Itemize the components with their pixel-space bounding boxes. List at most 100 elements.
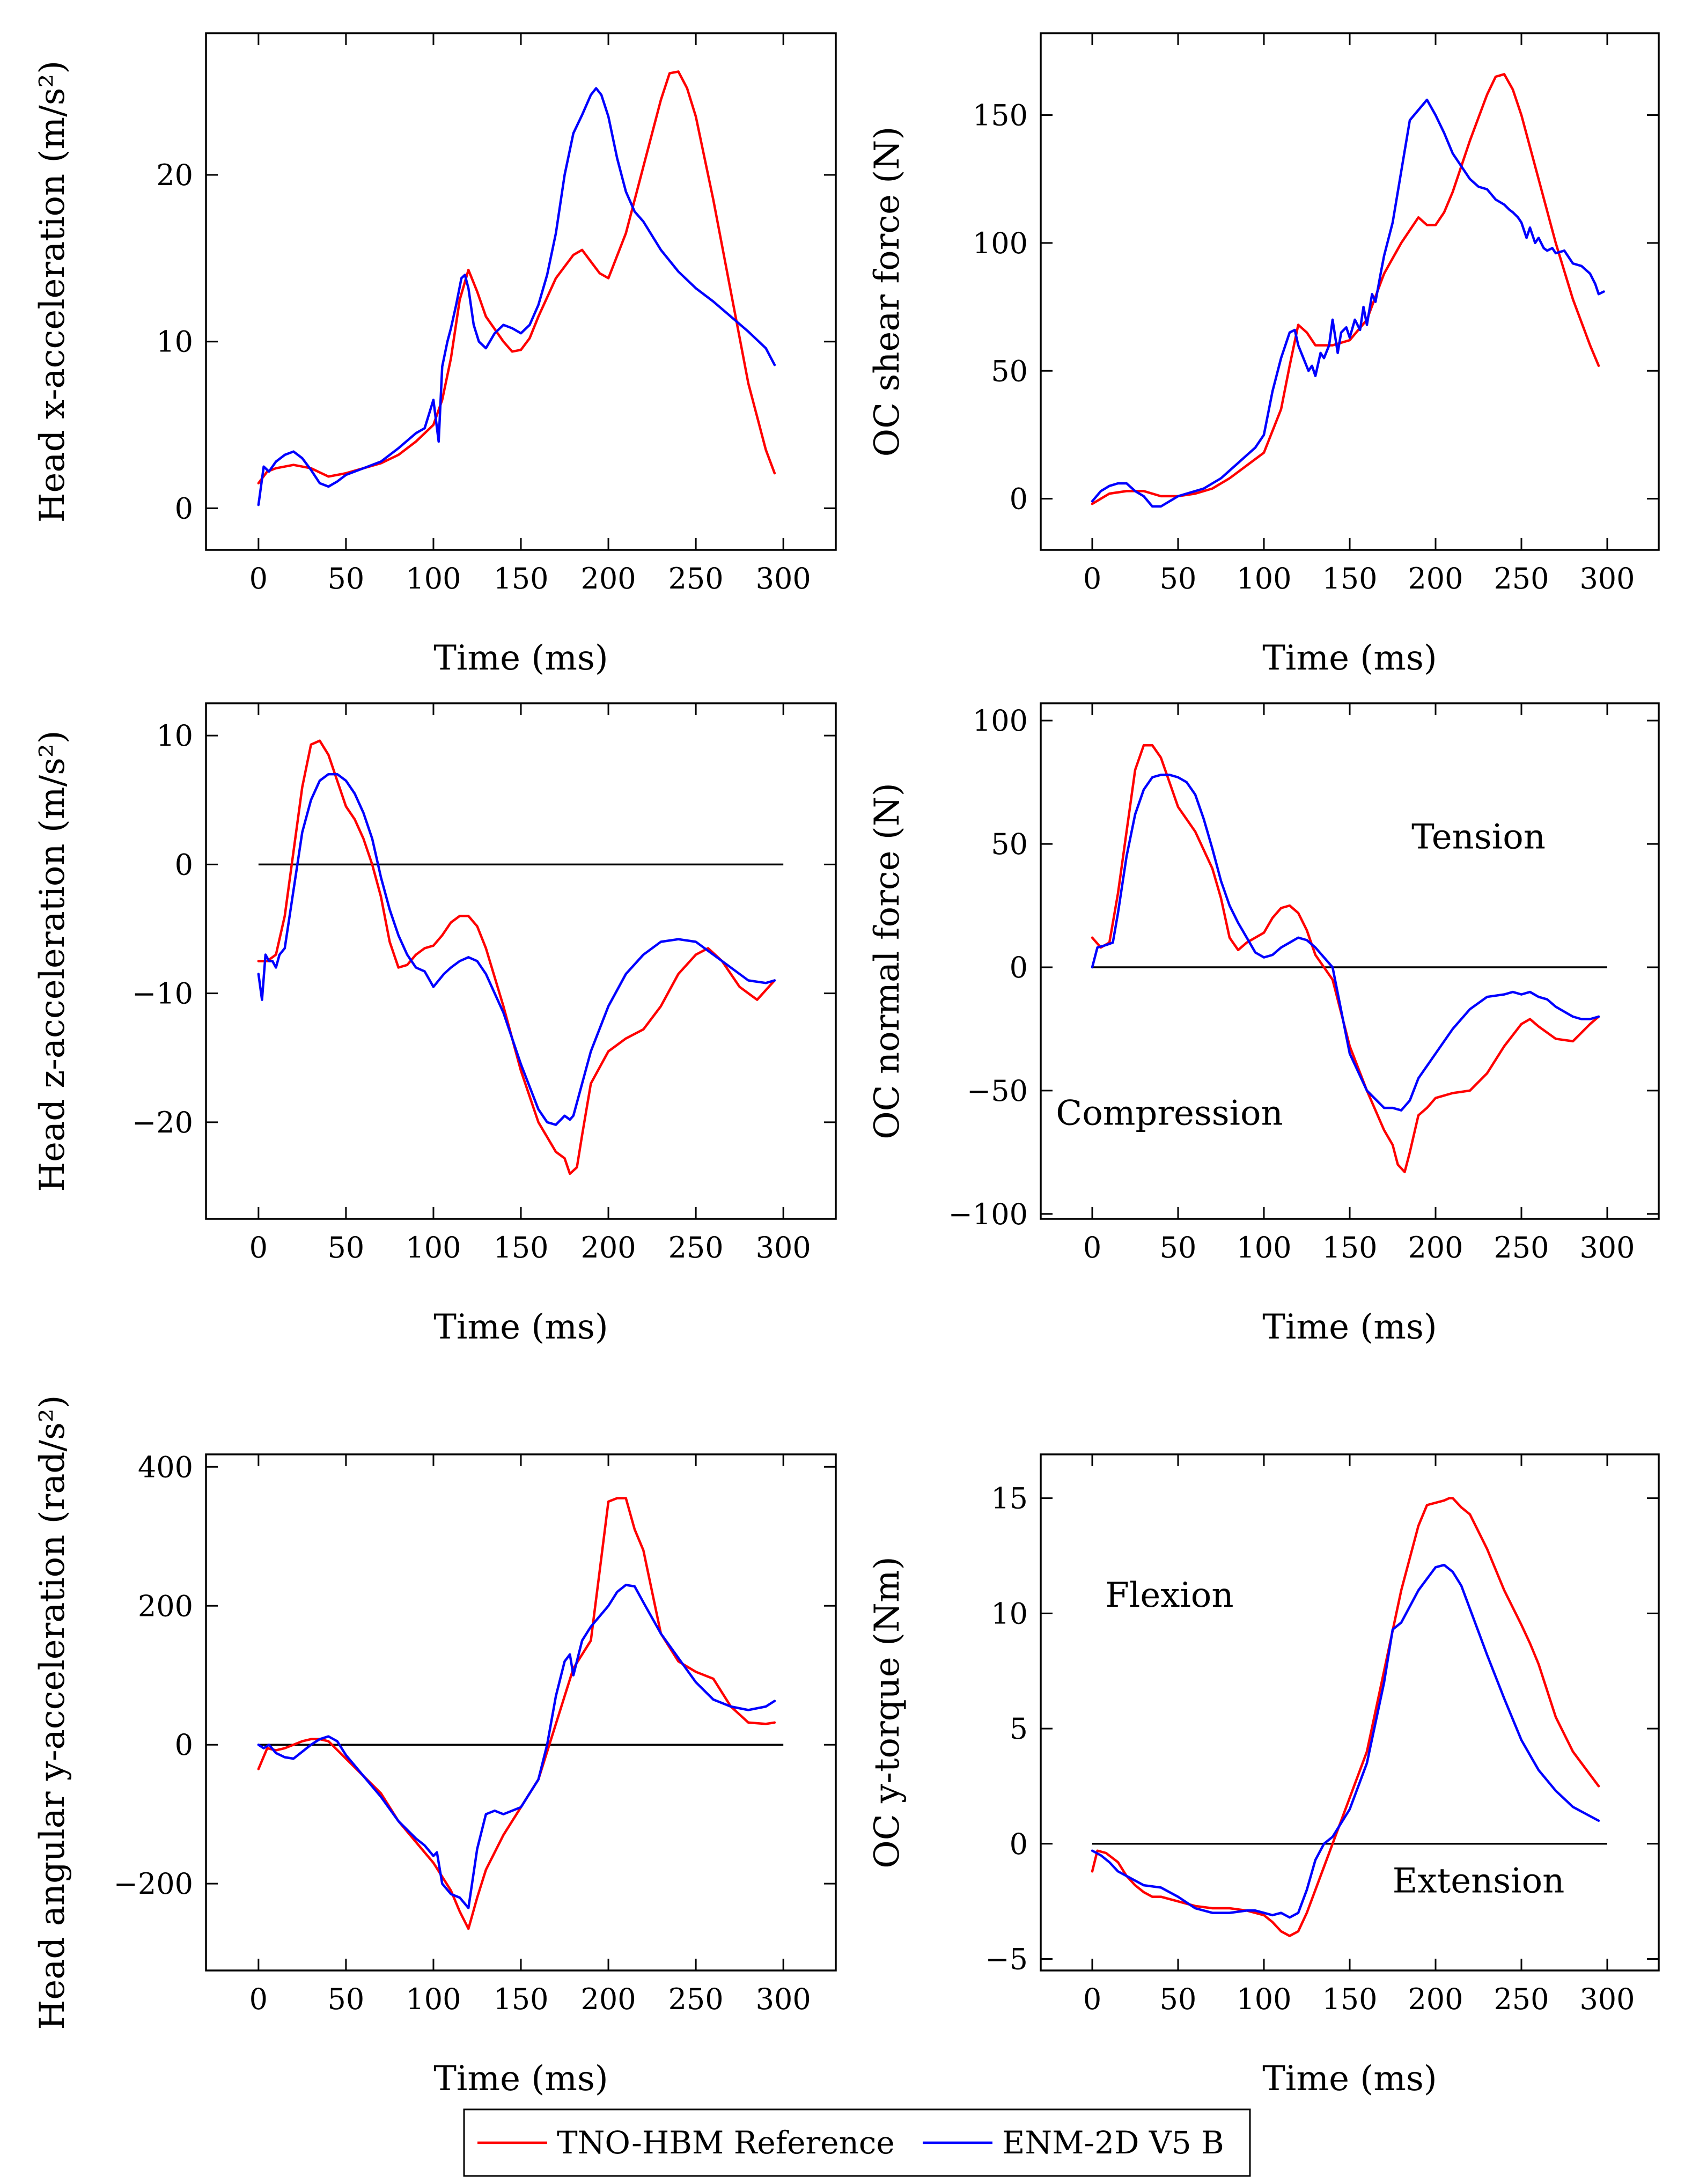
x-tick-label: 150 xyxy=(493,562,548,595)
y-axis-title: Head x-acceleration (m/s²) xyxy=(33,61,72,523)
y-tick-label: −5 xyxy=(985,1943,1028,1976)
x-tick-label: 200 xyxy=(1408,1231,1463,1264)
series-line-tno-hbm-reference xyxy=(1091,73,1600,505)
x-axis-title: Time (ms) xyxy=(1262,1307,1437,1347)
y-tick-label: 10 xyxy=(991,1597,1028,1630)
x-tick-label: 100 xyxy=(1236,1231,1291,1264)
y-axis-title: OC shear force (N) xyxy=(867,127,907,457)
x-tick-label: 50 xyxy=(1160,562,1197,595)
chart-head-x-acc: 0 50 100 150 200 250 300 0 10 20 Time (ms) Head x-a… xyxy=(33,32,837,678)
x-tick-label: 50 xyxy=(328,562,365,595)
y-tick-label: 100 xyxy=(973,704,1028,738)
y-tick-label: −100 xyxy=(948,1197,1028,1231)
y-tick-label: 150 xyxy=(973,99,1028,133)
annotation-tension: Tension xyxy=(1411,817,1546,857)
y-axis-title: OC y-torque (Nm) xyxy=(867,1556,907,1868)
series-line-enm-2d-v5-b xyxy=(1091,98,1605,508)
series-line-tno-hbm-reference xyxy=(257,739,776,1175)
y-tick-label: 50 xyxy=(991,827,1028,861)
y-tick-label: 0 xyxy=(1010,951,1028,984)
y-tick-label: 400 xyxy=(138,1450,193,1484)
chart-head-ang-acc: 0 50 100 150 200 250 300 −200 0 200 400 Time (ms) He… xyxy=(33,1395,837,2099)
legend: TNO-HBM Reference ENM-2D V5 B xyxy=(463,2108,1251,2177)
y-axis-title: Head angular y-acceleration (rad/s²) xyxy=(33,1395,72,2030)
x-tick-label: 100 xyxy=(406,562,461,595)
series-line-enm-2d-v5-b xyxy=(257,773,776,1126)
x-tick-label: 150 xyxy=(1322,1982,1377,2016)
plot-frame xyxy=(205,702,837,1220)
y-tick-label: 5 xyxy=(1010,1712,1028,1746)
y-tick-label: −200 xyxy=(114,1867,193,1901)
y-axis-title: OC normal force (N) xyxy=(867,783,907,1139)
x-tick-label: 100 xyxy=(406,1982,461,2016)
x-tick-label: 250 xyxy=(668,1982,724,2016)
y-tick-label: 15 xyxy=(991,1482,1028,1516)
y-axis-title: Head z-acceleration (m/s²) xyxy=(33,730,72,1192)
x-tick-label: 100 xyxy=(1236,562,1291,595)
annotation-flexion: Flexion xyxy=(1105,1576,1233,1615)
y-tick-label: 0 xyxy=(175,848,193,881)
plot-frame xyxy=(205,1453,837,1972)
x-tick-label: 300 xyxy=(756,1231,811,1264)
y-tick-label: 100 xyxy=(973,226,1028,260)
y-tick-label: 0 xyxy=(175,1728,193,1762)
chart-head-z-acc: 0 50 100 150 200 250 300 −20 −10 0 10 Time (ms) Head… xyxy=(33,702,837,1347)
annotation-extension: Extension xyxy=(1393,1862,1565,1901)
y-tick-label: 200 xyxy=(138,1589,193,1623)
series-line-enm-2d-v5-b xyxy=(1091,774,1600,1112)
y-tick-label: 0 xyxy=(1010,1827,1028,1861)
plot-frame xyxy=(1040,32,1660,551)
chart-oc-normal: 0 50 100 150 200 250 300 −100 −50 0 50 100 Time (ms)… xyxy=(867,702,1660,1347)
x-tick-label: 50 xyxy=(328,1231,365,1264)
series-line-tno-hbm-reference xyxy=(257,70,776,484)
y-tick-label: 10 xyxy=(156,719,193,753)
x-tick-label: 200 xyxy=(1408,1982,1463,2016)
x-tick-label: 100 xyxy=(1236,1982,1291,2016)
x-axis-title: Time (ms) xyxy=(433,2059,608,2099)
x-tick-label: 300 xyxy=(756,562,811,595)
x-tick-label: 200 xyxy=(581,1982,636,2016)
legend-label: ENM-2D V5 B xyxy=(1002,2124,1224,2161)
x-axis-title: Time (ms) xyxy=(1262,2059,1437,2099)
x-tick-label: 250 xyxy=(668,1231,724,1264)
x-tick-label: 0 xyxy=(249,562,268,595)
legend-label: TNO-HBM Reference xyxy=(557,2124,895,2161)
x-tick-label: 50 xyxy=(1160,1982,1197,2016)
plot-frame xyxy=(1040,1453,1660,1972)
x-tick-label: 200 xyxy=(581,562,636,595)
chart-oc-torque: 0 50 100 150 200 250 300 −5 0 5 10 15 Time (ms) OC y-… xyxy=(867,1453,1660,2099)
y-tick-label: 20 xyxy=(156,158,193,192)
x-tick-label: 300 xyxy=(1579,562,1635,595)
x-tick-label: 0 xyxy=(1083,562,1101,595)
y-tick-label: −20 xyxy=(132,1106,193,1139)
x-axis-title: Time (ms) xyxy=(433,1307,608,1347)
series-line-enm-2d-v5-b xyxy=(257,1584,776,1909)
x-tick-label: 0 xyxy=(1083,1231,1101,1264)
x-tick-label: 300 xyxy=(756,1982,811,2016)
series-line-tno-hbm-reference xyxy=(257,1497,776,1930)
x-tick-label: 50 xyxy=(328,1982,365,2016)
chart-oc-shear: 0 50 100 150 200 250 300 0 50 100 150 Time (ms) OC s… xyxy=(867,32,1660,678)
x-tick-label: 250 xyxy=(1494,1982,1549,2016)
y-tick-label: 0 xyxy=(1010,482,1028,516)
x-tick-label: 250 xyxy=(1494,1231,1549,1264)
y-tick-label: −50 xyxy=(967,1074,1028,1108)
x-axis-title: Time (ms) xyxy=(433,638,608,678)
x-tick-label: 250 xyxy=(1494,562,1549,595)
x-tick-label: 300 xyxy=(1579,1982,1635,2016)
x-axis-title: Time (ms) xyxy=(1262,638,1437,678)
x-tick-label: 200 xyxy=(1408,562,1463,595)
x-tick-label: 0 xyxy=(249,1231,268,1264)
series-line-tno-hbm-reference xyxy=(1091,1497,1600,1937)
x-tick-label: 200 xyxy=(581,1231,636,1264)
y-tick-label: 0 xyxy=(175,491,193,525)
x-tick-label: 100 xyxy=(406,1231,461,1264)
x-tick-label: 0 xyxy=(249,1982,268,2016)
x-tick-label: 150 xyxy=(1322,562,1377,595)
legend-box xyxy=(463,2108,1251,2177)
series-line-enm-2d-v5-b xyxy=(257,87,776,506)
y-tick-label: 10 xyxy=(156,325,193,359)
x-tick-label: 300 xyxy=(1579,1231,1635,1264)
series-line-enm-2d-v5-b xyxy=(1091,1563,1600,1919)
